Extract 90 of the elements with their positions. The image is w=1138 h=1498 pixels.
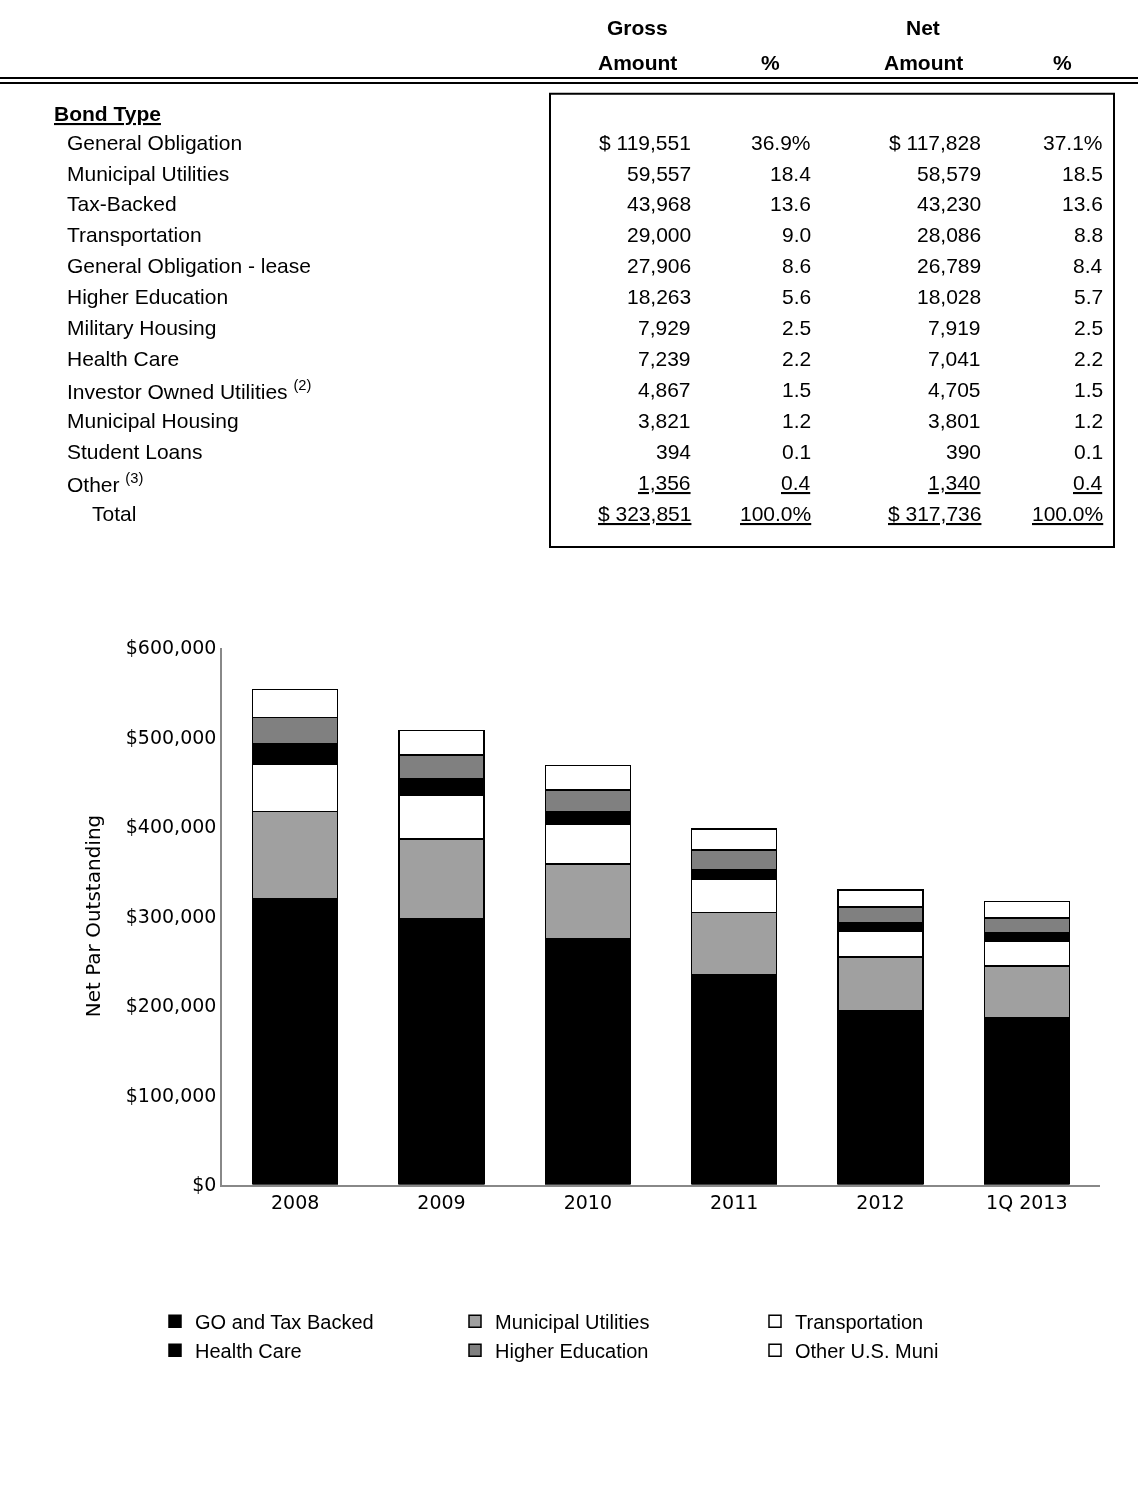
data-label: 37.1% — [1043, 131, 1103, 154]
category-label: Total — [92, 502, 137, 525]
data-label: $ 323,851 — [598, 502, 692, 525]
x-tick-label: 2008 — [270, 1191, 320, 1214]
data-label: 18,028 — [917, 285, 982, 308]
category-label: General Obligation - lease — [67, 254, 311, 277]
x-tick-label: 1Q 2013 — [986, 1191, 1068, 1214]
category-label: Tax-Backed — [67, 192, 177, 215]
data-label: 7,919 — [928, 316, 981, 339]
text: Gross Amount — [598, 16, 678, 74]
category-label: Investor Owned Utilities $^{(2)}$ — [67, 377, 312, 403]
category-label: Municipal Housing — [67, 409, 239, 432]
text: Bond Type — [54, 102, 161, 125]
data-label: 27,906 — [627, 254, 692, 277]
data-label: 26,789 — [917, 254, 982, 277]
data-label: 394 — [656, 440, 692, 463]
data-label: 1.5 — [782, 378, 812, 401]
category-label: Health Care — [67, 347, 180, 370]
category-label: Municipal Utilities — [67, 162, 230, 185]
data-label: 100.0% — [1032, 502, 1104, 525]
data-label: 4,705 — [928, 378, 981, 401]
legend-label: Other U.S. Muni — [795, 1340, 939, 1363]
data-label: 0.4 — [1073, 471, 1103, 494]
y-tick-label: $200,000 — [125, 994, 217, 1017]
y-tick-label: $300,000 — [125, 904, 217, 927]
data-label: 7,239 — [638, 347, 691, 370]
x-tick-label: 2010 — [563, 1191, 613, 1214]
legend-label: Higher Education — [495, 1340, 649, 1363]
data-label: $ 117,828 — [889, 131, 981, 154]
data-label: 7,929 — [638, 316, 691, 339]
data-label: 100.0% — [740, 502, 812, 525]
y-tick-label: $600,000 — [125, 636, 217, 659]
text: % — [1053, 51, 1072, 74]
data-label: 8.6 — [782, 254, 812, 277]
data-label: 59,557 — [627, 162, 692, 185]
category-label: Other $^{(3)}$ — [67, 470, 144, 496]
data-label: 2.5 — [1074, 316, 1104, 339]
legend-label: Municipal Utilities — [495, 1311, 650, 1334]
data-label: 1.5 — [1074, 378, 1104, 401]
data-label: 0.4 — [781, 471, 811, 494]
data-label: 1,340 — [928, 471, 981, 494]
y-axis-title: Net Par Outstanding — [80, 814, 105, 1018]
data-label: 9.0 — [782, 223, 812, 246]
data-label: 3,801 — [928, 409, 981, 432]
category-label: Transportation — [67, 223, 202, 246]
data-label: 0.1 — [1074, 440, 1104, 463]
data-label: 2.2 — [1074, 347, 1104, 370]
data-label: 43,230 — [917, 192, 982, 215]
category-label: Higher Education — [67, 285, 229, 308]
y-tick-label: $100,000 — [125, 1083, 217, 1106]
data-label: 29,000 — [627, 223, 692, 246]
data-label: 58,579 — [917, 162, 982, 185]
data-label: 7,041 — [928, 347, 981, 370]
data-label: 13.6 — [1062, 192, 1103, 215]
legend-label: Health Care — [195, 1340, 302, 1363]
data-label: 8.4 — [1073, 254, 1103, 277]
x-tick-label: 2012 — [856, 1191, 905, 1214]
data-label: 2.5 — [782, 316, 812, 339]
data-label: 18.4 — [770, 162, 812, 185]
data-label: 3,821 — [638, 409, 691, 432]
data-label: 18.5 — [1062, 162, 1103, 185]
category-label: Student Loans — [67, 440, 203, 463]
x-tick-label: 2011 — [709, 1191, 759, 1214]
data-label: 28,086 — [917, 223, 982, 246]
data-label: 43,968 — [627, 192, 692, 215]
data-label: 1.2 — [782, 409, 812, 432]
legend-label: Transportation — [795, 1311, 924, 1334]
y-tick-label: $400,000 — [125, 815, 217, 838]
text: Net Amount — [884, 16, 964, 74]
data-label: 36.9% — [751, 131, 811, 154]
data-label: $ 119,551 — [599, 131, 691, 154]
data-label: 18,263 — [627, 285, 692, 308]
data-label: 5.6 — [782, 285, 812, 308]
y-tick-label: $0 — [192, 1173, 217, 1196]
data-label: 13.6 — [770, 192, 811, 215]
data-label: 1.2 — [1074, 409, 1104, 432]
data-label: 2.2 — [782, 347, 812, 370]
data-label: 5.7 — [1074, 285, 1104, 308]
x-tick-label: 2009 — [417, 1191, 466, 1214]
category-label: General Obligation — [67, 131, 243, 154]
text: % — [761, 51, 780, 74]
data-label: $ 317,736 — [888, 502, 982, 525]
legend-label: GO and Tax Backed — [195, 1311, 374, 1334]
category-label: Military Housing — [67, 316, 217, 339]
data-label: 390 — [946, 440, 982, 463]
y-tick-label: $500,000 — [125, 725, 217, 748]
data-label: 1,356 — [638, 471, 691, 494]
data-label: 0.1 — [782, 440, 812, 463]
data-label: 8.8 — [1074, 223, 1104, 246]
data-label: 4,867 — [638, 378, 691, 401]
